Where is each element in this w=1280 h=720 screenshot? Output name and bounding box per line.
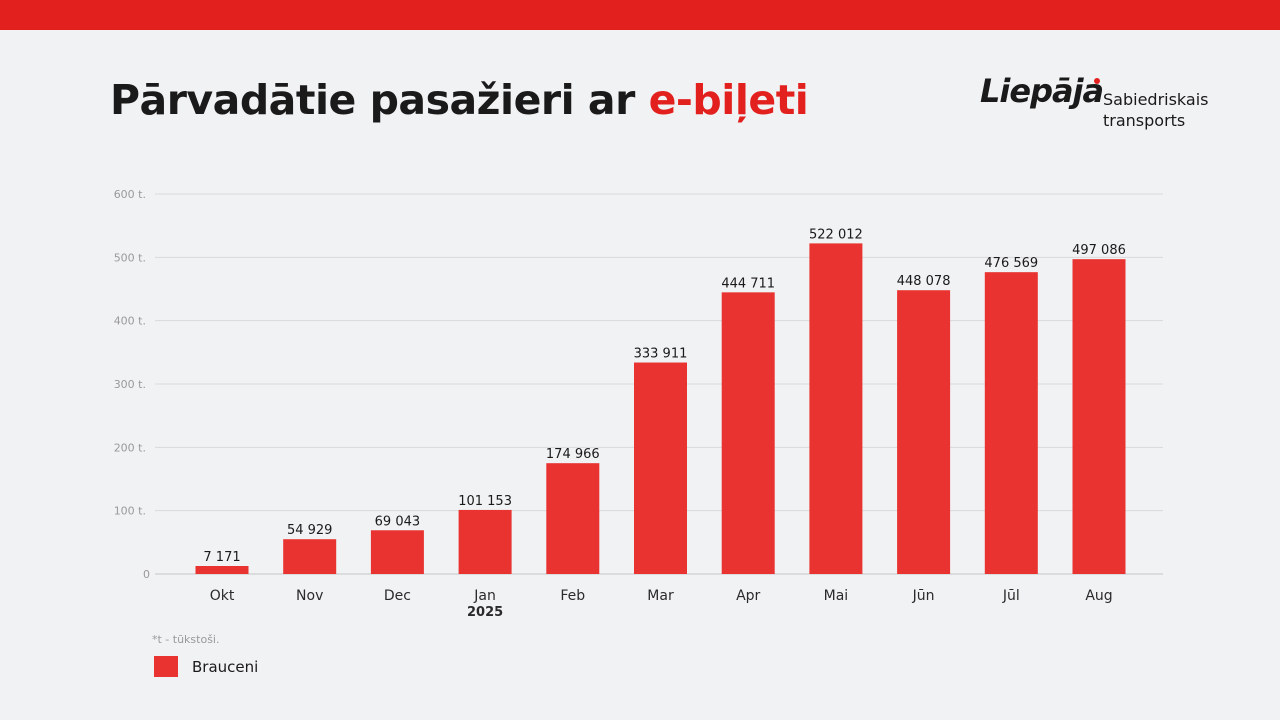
x-tick-label: Jan <box>473 588 496 604</box>
page-title: Pārvadātie pasažieri ar e-biļeti <box>110 76 809 124</box>
bar <box>195 566 249 574</box>
title-text: Pārvadātie pasažieri ar <box>110 76 649 124</box>
data-label: 54 929 <box>287 523 333 538</box>
logo-brand: Liepāja <box>980 72 1104 110</box>
x-tick-label: Jūn <box>912 588 935 604</box>
footnote: *t - tūkstoši. <box>152 633 220 646</box>
bar <box>458 509 512 574</box>
data-label: 448 078 <box>897 274 951 289</box>
x-tick-label: Mai <box>824 588 849 604</box>
title-accent: e-biļeti <box>648 76 809 124</box>
x-tick-label: Jūl <box>1002 588 1020 604</box>
bar <box>809 243 863 574</box>
bar <box>370 530 424 574</box>
logo-line1: Sabiedriskais <box>1103 90 1209 109</box>
top-bar <box>0 0 1280 30</box>
x-tick-label: Dec <box>384 588 411 604</box>
bar <box>546 463 600 574</box>
data-label: 101 153 <box>458 494 512 509</box>
logo-dot-icon <box>1094 78 1100 84</box>
data-label: 7 171 <box>203 550 240 565</box>
x-tick-label: Mar <box>647 588 674 604</box>
bar <box>721 292 775 574</box>
y-tick-label: 500 t. <box>114 251 146 264</box>
x-tick-label: Nov <box>296 588 323 604</box>
y-tick-label: 100 t. <box>114 505 146 518</box>
bar <box>984 272 1038 574</box>
y-tick-label: 0 <box>143 568 150 581</box>
y-tick-label: 600 t. <box>114 188 146 201</box>
legend-label: Brauceni <box>192 657 259 676</box>
data-label: 174 966 <box>546 447 600 462</box>
y-tick-label: 300 t. <box>114 378 146 391</box>
logo-line2: transports <box>1103 111 1186 130</box>
legend-swatch <box>154 656 178 677</box>
data-label: 444 711 <box>721 276 775 291</box>
x-tick-label: Feb <box>560 588 585 604</box>
bar <box>634 362 687 574</box>
x-year-label: 2025 <box>467 605 503 620</box>
data-label: 333 911 <box>634 347 688 362</box>
bar <box>283 539 337 574</box>
data-label: 69 043 <box>375 514 421 529</box>
x-tick-label: Aug <box>1085 588 1112 604</box>
data-label: 522 012 <box>809 227 863 242</box>
bar <box>897 290 951 574</box>
logo-subtitle: Sabiedriskais transports <box>1103 89 1209 131</box>
x-tick-label: Apr <box>736 588 760 604</box>
legend: Brauceni <box>154 656 258 677</box>
x-tick-label: Okt <box>210 588 235 604</box>
y-tick-label: 400 t. <box>114 315 146 328</box>
data-label: 476 569 <box>984 256 1038 271</box>
bar <box>1072 259 1126 574</box>
data-label: 497 086 <box>1072 243 1126 258</box>
y-tick-label: 200 t. <box>114 441 146 454</box>
